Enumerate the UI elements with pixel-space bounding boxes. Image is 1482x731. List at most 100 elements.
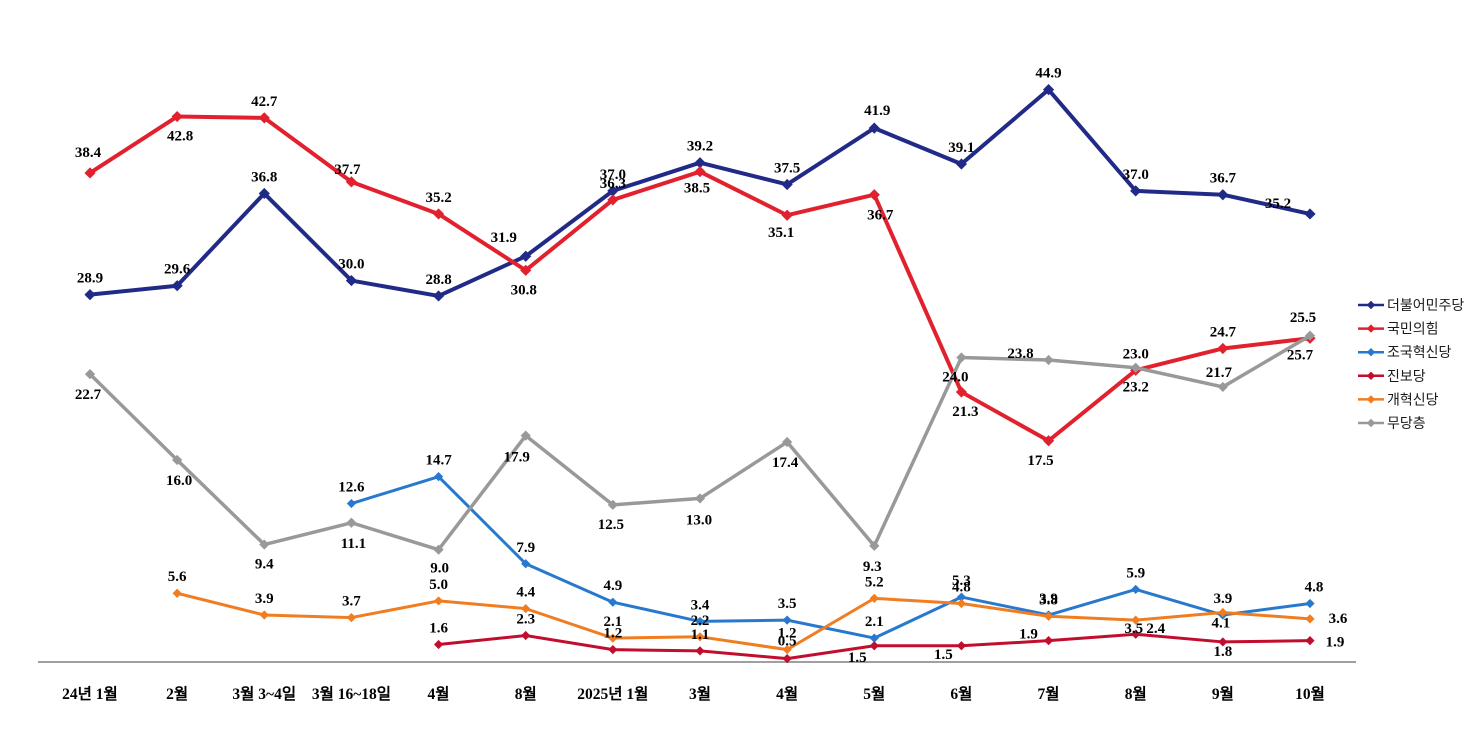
data-label: 3.9 [1039, 591, 1058, 607]
x-axis-label: 6월 [950, 685, 972, 703]
data-point-democratic-party [171, 280, 183, 292]
legend-item-label: 더불어민주당 [1387, 297, 1464, 313]
data-label: 35.1 [768, 225, 794, 241]
data-label: 7.9 [516, 540, 535, 556]
data-point-democratic-party [607, 185, 619, 197]
data-label: 24.0 [942, 369, 968, 385]
data-label: 0.5 [778, 634, 797, 650]
data-point-reform-party [608, 633, 618, 643]
data-label: 2.2 [691, 613, 710, 629]
data-label: 3.4 [691, 597, 710, 613]
data-label: 3.5 [1124, 621, 1143, 637]
data-label: 39.1 [948, 140, 974, 156]
data-label: 17.5 [1027, 453, 1053, 469]
data-point-progressive-party [1218, 637, 1228, 647]
data-label: 17.9 [504, 450, 530, 466]
data-label: 22.7 [75, 387, 102, 403]
legend-item-label: 무당층 [1387, 415, 1426, 431]
data-label: 30.8 [511, 282, 537, 298]
data-label: 41.9 [864, 103, 890, 119]
data-point-reform-party [521, 604, 531, 614]
data-label: 5.0 [429, 577, 448, 593]
data-label: 30.0 [338, 257, 364, 273]
data-label: 3.9 [1213, 591, 1232, 607]
x-axis-label: 3월 [689, 685, 711, 703]
data-point-unaffiliated [520, 430, 531, 441]
data-point-progressive-party [433, 639, 444, 650]
data-point-people-power-party [432, 208, 445, 220]
x-axis-label: 8월 [515, 685, 537, 703]
legend-swatch-marker [1366, 348, 1376, 357]
data-label: 1.5 [848, 650, 867, 666]
x-axis-label: 2025년 1월 [577, 684, 648, 703]
data-label: 1.9 [1019, 627, 1038, 643]
data-point-reform-party [259, 610, 269, 620]
data-point-reform-party [172, 588, 182, 598]
data-label: 29.6 [164, 262, 191, 278]
data-label: 4.4 [516, 585, 535, 601]
data-label: 25.5 [1290, 310, 1316, 326]
data-point-people-power-party [258, 112, 270, 124]
data-label: 12.6 [338, 480, 365, 496]
data-label: 17.4 [772, 455, 799, 471]
series-democratic-party [84, 84, 1316, 302]
data-label: 38.4 [75, 145, 102, 161]
data-point-democratic-party [781, 178, 793, 191]
series-progressive-party [433, 629, 1315, 664]
data-label: 9.3 [863, 559, 882, 575]
data-point-unaffiliated [433, 544, 444, 555]
data-point-democratic-party [84, 289, 96, 301]
data-label: 37.7 [334, 162, 361, 178]
x-axis-label: 2월 [166, 685, 188, 703]
data-point-rebuilding-korea-party [1305, 598, 1315, 609]
data-label: 3.8 [1039, 592, 1058, 608]
data-point-rebuilding-korea-party [782, 615, 792, 625]
data-label: 39.2 [687, 139, 713, 155]
data-label: 2.1 [865, 614, 884, 630]
data-point-democratic-party [955, 158, 968, 170]
data-point-reform-party [782, 645, 792, 655]
data-label: 36.3 [600, 176, 626, 192]
data-point-democratic-party [1304, 208, 1316, 220]
data-point-democratic-party [1217, 189, 1229, 201]
data-point-people-power-party [607, 194, 619, 206]
data-label: 14.7 [425, 453, 452, 469]
legend-item-label: 국민의힘 [1387, 321, 1439, 337]
data-point-people-power-party [868, 189, 880, 201]
data-label: 2.4 [1146, 621, 1165, 637]
data-point-democratic-party [432, 290, 445, 302]
data-point-democratic-party [345, 274, 358, 287]
data-label: 23.0 [1123, 346, 1149, 362]
data-point-rebuilding-korea-party [869, 633, 879, 643]
data-point-reform-party [1305, 614, 1315, 624]
x-axis-label: 9월 [1212, 685, 1234, 703]
data-point-unaffiliated [782, 436, 793, 448]
legend-swatch-marker [1366, 418, 1376, 428]
data-point-democratic-party [1042, 84, 1055, 96]
data-label: 36.7 [867, 208, 894, 224]
data-label: 16.0 [166, 473, 192, 489]
data-label: 21.3 [952, 404, 978, 420]
data-label: 4.1 [1211, 615, 1230, 631]
data-label: 5.2 [865, 574, 884, 590]
data-point-rebuilding-korea-party [433, 472, 444, 482]
data-label: 3.5 [778, 596, 797, 612]
data-point-progressive-party [782, 653, 792, 664]
x-axis-label: 24년 1월 [62, 684, 118, 703]
data-label: 11.1 [341, 536, 366, 552]
data-label: 42.8 [167, 129, 193, 145]
data-point-people-power-party [694, 166, 706, 178]
data-point-democratic-party [694, 157, 706, 169]
legend-swatch-marker [1366, 324, 1376, 333]
data-point-unaffiliated [869, 540, 880, 551]
data-label: 38.5 [684, 181, 710, 197]
legend-item-reform-party: 개혁신당 [1358, 391, 1439, 407]
data-point-unaffiliated [346, 517, 357, 528]
data-point-reform-party [433, 596, 444, 606]
x-axis-label: 7월 [1038, 685, 1060, 703]
data-point-democratic-party [868, 122, 880, 134]
data-label: 23.8 [1007, 346, 1033, 362]
